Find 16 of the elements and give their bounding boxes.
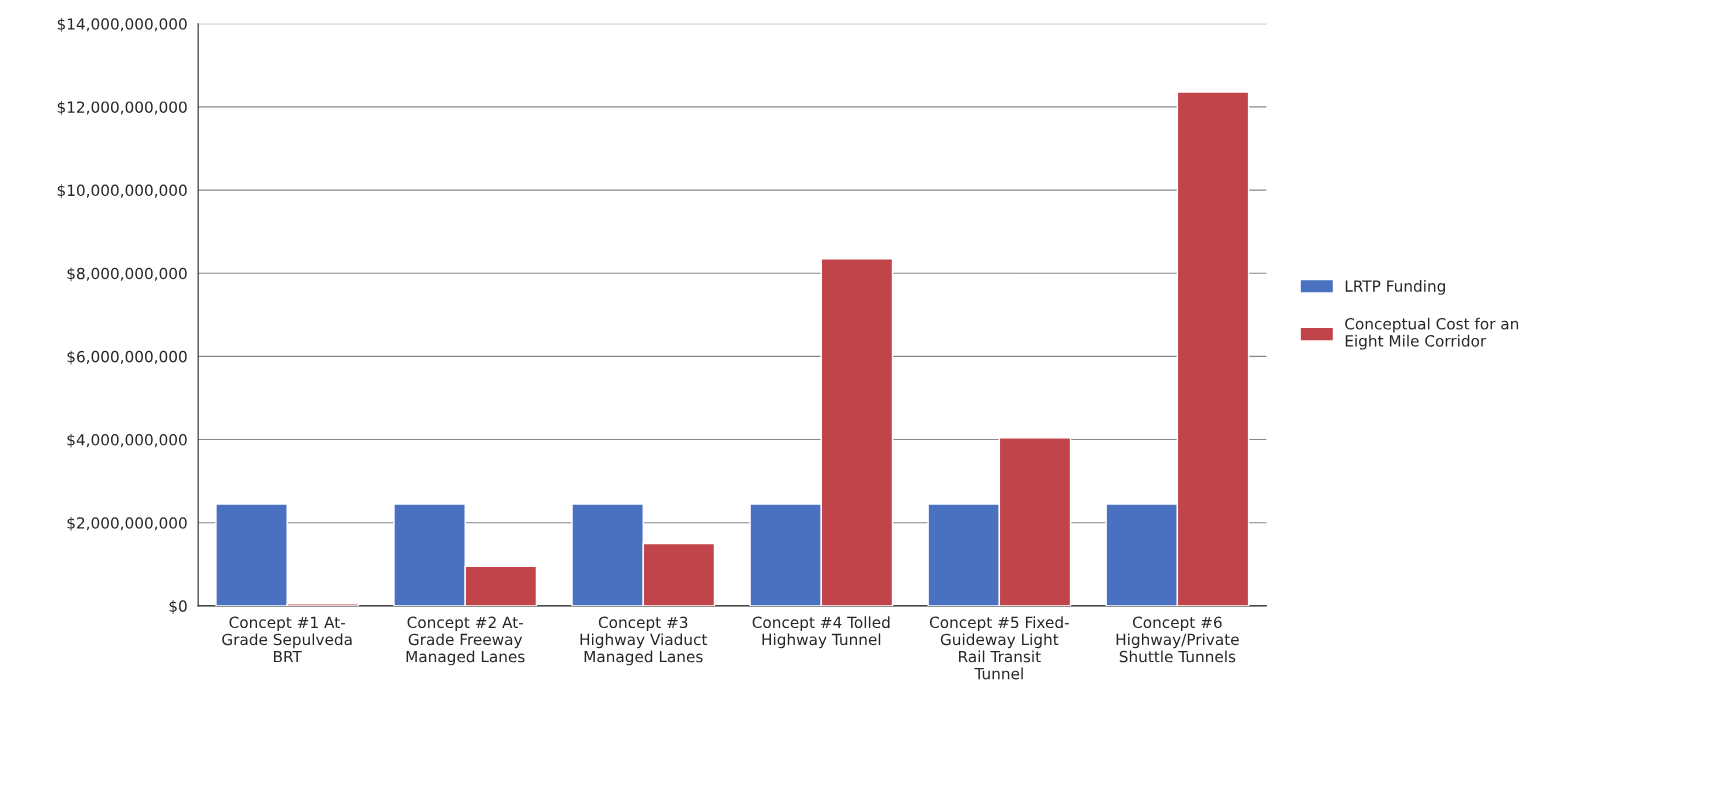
x-tick-label: Concept #5 Fixed- Guideway Light Rail Transit Tunnel xyxy=(929,616,1069,680)
y-tick-label: $10,000,000,000 xyxy=(57,184,187,199)
y-tick-label: $4,000,000,000 xyxy=(67,433,187,448)
x-tick-label: Concept #1 At- Grade Sepulveda BRT xyxy=(222,616,352,663)
legend-label: Conceptual Cost for an Eight Mile Corridor xyxy=(1345,317,1519,350)
y-tick-label: $12,000,000,000 xyxy=(57,101,187,115)
x-tick-label: Concept #4 Tolled Highway Tunnel xyxy=(752,616,890,649)
y-tick-label: $0 xyxy=(169,600,187,614)
legend-label: LRTP Funding xyxy=(1345,280,1445,295)
y-tick-label: $8,000,000,000 xyxy=(67,267,187,282)
x-tick-label: Concept #3 Highway Viaduct Managed Lanes xyxy=(580,616,708,666)
x-tick-label: Concept #2 At- Grade Freeway Managed Lanes xyxy=(406,616,525,666)
y-tick-label: $2,000,000,000 xyxy=(67,516,187,531)
y-tick-label: $6,000,000,000 xyxy=(67,350,187,365)
x-tick-label: Concept #6 Highway/Private Shuttle Tunnels xyxy=(1116,616,1239,663)
y-tick-label: $14,000,000,000 xyxy=(57,17,187,32)
